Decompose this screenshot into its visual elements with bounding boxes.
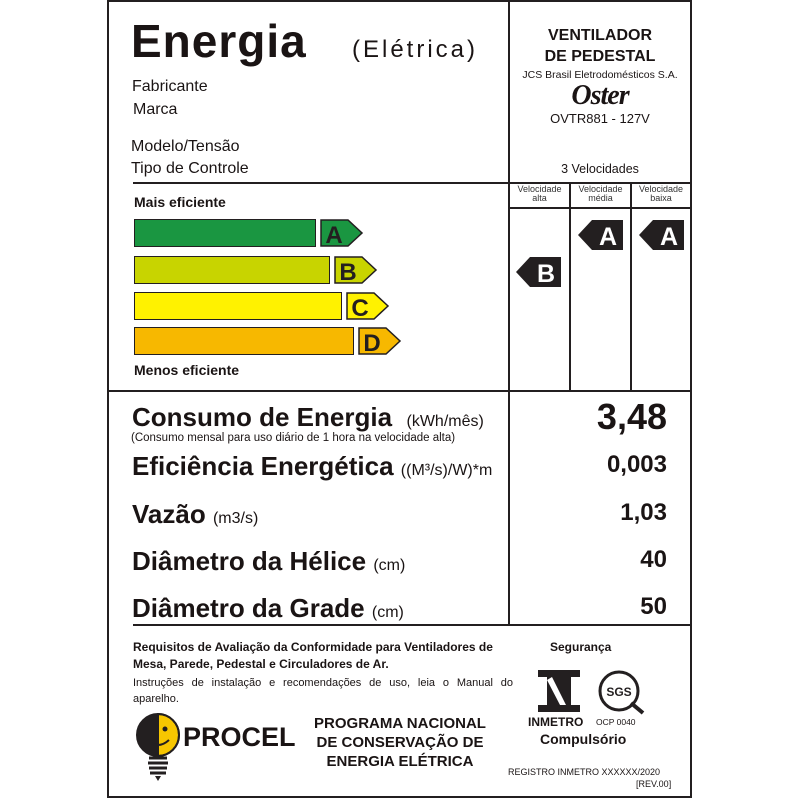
label-manufacturer: Fabricante: [132, 78, 208, 95]
divider-top: [133, 182, 692, 184]
consumption-label-text: Consumo de Energia: [132, 402, 393, 432]
compulsory-label: Compulsório: [540, 731, 627, 747]
program-line: ENERGIA ELÉTRICA: [326, 753, 474, 770]
label-control: Tipo de Controle: [131, 160, 249, 177]
program-line: DE CONSERVAÇÃO DE: [316, 734, 484, 751]
speed-header-sub: alta: [532, 193, 547, 203]
label-brand: Marca: [133, 101, 178, 118]
grid-label: Diâmetro da Grade (cm): [132, 593, 404, 624]
speed-header-sub: média: [588, 193, 613, 203]
divider-vhead: [508, 207, 692, 209]
flow-label: Vazão (m3/s): [132, 499, 258, 530]
flow-value: 1,03: [620, 499, 667, 526]
speed-class-tag: A: [578, 220, 624, 251]
efficiency-class-tag: C: [346, 292, 390, 322]
subtitle: (Elétrica): [352, 36, 479, 63]
speed-header-label: Velocidade: [578, 184, 623, 194]
program-name: PROGRAMA NACIONAL DE CONSERVAÇÃO DE ENER…: [300, 714, 500, 771]
consumption-unit: (kWh/mês): [406, 413, 484, 430]
propeller-unit: (cm): [373, 557, 406, 574]
consumption-note: (Consumo mensal para uso diário de 1 hor…: [131, 432, 456, 444]
grid-value: 50: [640, 593, 667, 620]
flow-unit: (m3/s): [212, 510, 259, 527]
consumption-label: Consumo de Energia (kWh/mês): [132, 402, 484, 433]
consumption-value: 3,48: [596, 396, 667, 437]
title: Energia: [131, 15, 307, 67]
instructions-text: Instruções de instalação e recomendações…: [133, 677, 513, 705]
speed-header-label: Velocidade: [517, 184, 562, 194]
sgs-logo-text: SGS: [606, 685, 631, 699]
speed-header-high: Velocidade alta: [510, 185, 569, 203]
registry-text: REGISTRO INMETRO XXXXXX/2020: [508, 767, 661, 777]
divider-footer: [133, 624, 692, 626]
border-top: [107, 0, 692, 2]
revision-text: [REV.00]: [636, 779, 672, 789]
efficiency-bar-c: [134, 292, 342, 320]
efficiency-value: 0,003: [606, 451, 667, 478]
speed-header-low: Velocidade baixa: [632, 185, 690, 203]
inmetro-logo-icon: [538, 670, 580, 712]
requirements-text: Requisitos de Avaliação da Conformidade …: [133, 640, 493, 671]
product-type-line1: VENTILADOR: [548, 27, 652, 44]
flow-label-text: Vazão: [132, 499, 206, 529]
scale-bottom-label: Menos eficiente: [134, 362, 240, 378]
speed-class-letter: A: [660, 223, 678, 250]
product-type-line2: DE PEDESTAL: [544, 48, 656, 65]
divider-data: [107, 390, 692, 392]
sgs-logo-icon: SGS: [597, 669, 647, 715]
efficiency-bar-d: [134, 327, 354, 355]
product-block: VENTILADOR DE PEDESTAL JCS Brasil Eletro…: [510, 25, 690, 126]
inmetro-logo-text: INMETRO: [528, 715, 584, 729]
speed-header-medium: Velocidade média: [571, 185, 630, 203]
divider-main: [508, 0, 510, 625]
efficiency-label-text: Eficiência Energética: [132, 451, 394, 481]
label-model: Modelo/Tensão: [131, 138, 240, 155]
scale-top-label: Mais eficiente: [134, 194, 226, 210]
efficiency-class-tag: B: [334, 256, 378, 286]
ocp-code: OCP 0040: [596, 717, 636, 727]
border-bottom: [107, 796, 692, 798]
product-manufacturer: JCS Brasil Eletrodomésticos S.A.: [522, 69, 678, 81]
speed-class-letter: A: [599, 223, 617, 250]
program-line: PROGRAMA NACIONAL: [314, 715, 486, 732]
product-control: 3 Velocidades: [561, 162, 639, 176]
speed-header-sub: baixa: [650, 193, 672, 203]
product-model: OVTR881 - 127V: [550, 111, 650, 126]
efficiency-label: Eficiência Energética ((M³/s)/W)*m: [132, 451, 492, 482]
efficiency-class-tag: A: [320, 219, 364, 249]
divider-col1: [569, 183, 571, 390]
border-right: [690, 0, 692, 798]
propeller-value: 40: [640, 546, 667, 573]
grid-unit: (cm): [371, 604, 404, 621]
efficiency-class-letter: D: [363, 330, 380, 355]
speed-class-tag: A: [639, 220, 685, 251]
procel-logo: PROCEL: [183, 722, 296, 752]
grid-label-text: Diâmetro da Grade: [132, 593, 365, 623]
border-left: [107, 0, 109, 798]
speed-header-label: Velocidade: [638, 184, 684, 194]
propeller-label-text: Diâmetro da Hélice: [132, 546, 367, 576]
propeller-label: Diâmetro da Hélice (cm): [132, 546, 405, 577]
efficiency-class-letter: B: [339, 259, 356, 284]
oster-logo: Oster: [571, 80, 629, 111]
efficiency-class-tag: D: [358, 327, 402, 357]
procel-bulb-icon: [135, 712, 181, 782]
efficiency-bar-a: [134, 219, 316, 247]
efficiency-bar-b: [134, 256, 330, 284]
efficiency-class-letter: A: [325, 222, 342, 247]
divider-col2: [630, 183, 632, 390]
speed-class-letter: B: [537, 260, 555, 287]
efficiency-unit: ((M³/s)/W)*m: [400, 462, 493, 479]
efficiency-class-letter: C: [351, 295, 368, 320]
safety-label: Segurança: [550, 640, 612, 654]
speed-class-tag: B: [516, 257, 562, 288]
